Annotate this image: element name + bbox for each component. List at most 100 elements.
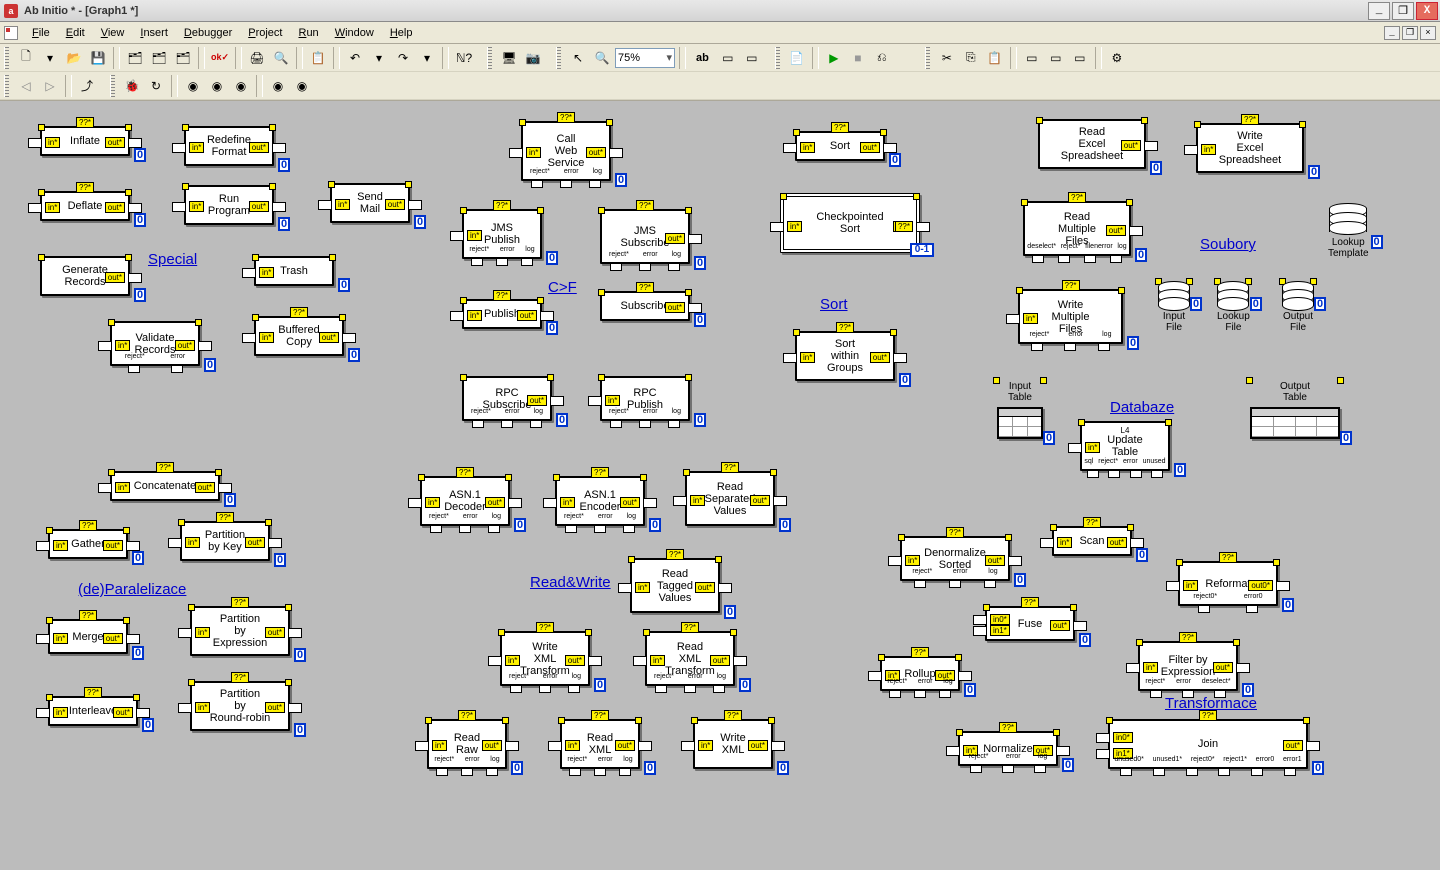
tb-icon-d[interactable]: ⚙: [1106, 47, 1128, 69]
component-subscribe[interactable]: ??*Subscribeout*0: [600, 291, 690, 321]
component-merge[interactable]: ??*Mergein*out*0: [48, 619, 128, 654]
tb-icon-1[interactable]: 🗂: [124, 47, 146, 69]
tb-icon-3[interactable]: 🗂: [172, 47, 194, 69]
open-button[interactable]: 📂: [63, 47, 85, 69]
ab-button[interactable]: ab: [690, 47, 715, 69]
component-rollup[interactable]: ??*Rollupin*out*reject*errorlog0: [880, 656, 960, 691]
component-denorm[interactable]: ??*Denormalize Sortedin*out*reject*error…: [900, 536, 1010, 581]
redo-dropdown[interactable]: ▾: [416, 47, 438, 69]
zoom-select[interactable]: 75%: [615, 48, 675, 68]
pointer-button[interactable]: ↖: [567, 47, 589, 69]
component-readtag[interactable]: ??*Read Tagged Valuesin*out*0: [630, 558, 720, 613]
menu-view[interactable]: View: [93, 25, 133, 41]
menu-project[interactable]: Project: [240, 25, 290, 41]
component-rpcpub[interactable]: RPC Publishin*reject*errorlog0: [600, 376, 690, 421]
group-readwrite[interactable]: Read&Write: [530, 574, 611, 591]
tb-icon-mode2[interactable]: ▭: [741, 47, 763, 69]
toolbar-grip[interactable]: [556, 47, 561, 69]
layout-button[interactable]: ⎌: [871, 47, 893, 69]
save-button[interactable]: 💾: [87, 47, 109, 69]
group-deparalelizace[interactable]: (de)Paralelizace: [78, 581, 186, 598]
group-sort[interactable]: Sort: [820, 296, 848, 313]
menu-file[interactable]: File: [24, 25, 58, 41]
tb-icon-b[interactable]: ▭: [1045, 47, 1067, 69]
component-gather[interactable]: ??*Gatherin*out*0: [48, 529, 128, 559]
stop-button[interactable]: ■: [847, 47, 869, 69]
toolbar-grip[interactable]: [4, 47, 9, 69]
paste-button[interactable]: 📋: [984, 47, 1006, 69]
component-buffered[interactable]: ??*Buffered Copyin*out*0: [254, 316, 344, 356]
group-soubory[interactable]: Soubory: [1200, 236, 1256, 253]
component-chksort[interactable]: Checkpointed Sortin*out*??*0-1: [780, 193, 920, 253]
run-button[interactable]: ▶: [823, 47, 845, 69]
toolbar-grip[interactable]: [487, 47, 492, 69]
output-file[interactable]: Output File 0: [1282, 281, 1314, 333]
component-concat[interactable]: ??*Concatenatein*out*0: [110, 471, 220, 501]
component-writemulti[interactable]: ??*Write Multiple Filesin*reject*errorlo…: [1018, 289, 1123, 344]
output-table[interactable]: Output Table 0: [1250, 381, 1340, 441]
component-pbe[interactable]: ??*Partition by Expressionin*out*0: [190, 606, 290, 656]
component-readsep[interactable]: ??*Read Separated Valuesin*out*0: [685, 471, 775, 526]
debug-btn-5[interactable]: ◉: [230, 75, 252, 97]
undo-button[interactable]: ↶: [344, 47, 366, 69]
component-interleave[interactable]: ??*Interleavein*out*0: [48, 696, 138, 726]
component-scan[interactable]: ??*Scanin*out*0: [1052, 526, 1132, 556]
debug-btn-3[interactable]: ◉: [182, 75, 204, 97]
component-jmssub[interactable]: ??*JMS Subscribeout*reject*errorlog0: [600, 209, 690, 264]
component-callweb[interactable]: ??*Call Web Servicein*out*reject*errorlo…: [521, 121, 611, 181]
toolbar-grip[interactable]: [110, 75, 115, 97]
component-readmulti[interactable]: ??*Read Multiple Filesout*deselect*rejec…: [1023, 201, 1131, 256]
component-reformat[interactable]: ??*Reformatin*out0*reject0*error00: [1178, 561, 1278, 606]
component-normalize[interactable]: ??*Normalizein*out*reject*errorlog0: [958, 731, 1058, 766]
maximize-button[interactable]: ❐: [1392, 2, 1414, 20]
tb-icon-view1[interactable]: 🖥: [498, 47, 520, 69]
component-c-updatetable[interactable]: L4Update Tablein*sqlreject*errorunused0: [1080, 421, 1170, 471]
help-context-button[interactable]: ℕ?: [453, 47, 475, 69]
properties-button[interactable]: 📋: [307, 47, 329, 69]
component-readraw[interactable]: ??*Read Rawin*out*reject*errorlog0: [427, 719, 507, 769]
component-rpcsub[interactable]: RPC Subscribeout*reject*errorlog0: [462, 376, 552, 421]
toolbar-grip[interactable]: [775, 47, 780, 69]
debug-btn-2[interactable]: ↻: [145, 75, 167, 97]
menu-insert[interactable]: Insert: [132, 25, 176, 41]
canvas[interactable]: Special C>F Sort Soubory (de)Paralelizac…: [0, 101, 1440, 870]
menu-debugger[interactable]: Debugger: [176, 25, 240, 41]
tb-icon-2[interactable]: 🗂: [148, 47, 170, 69]
menu-run[interactable]: Run: [290, 25, 326, 41]
component-deflate[interactable]: ??*Deflatein*out*0: [40, 191, 130, 221]
redo-button[interactable]: ↷: [392, 47, 414, 69]
tb-icon-view2[interactable]: 📷: [522, 47, 544, 69]
toolbar-grip[interactable]: [925, 47, 930, 69]
tb-icon-a[interactable]: ▭: [1021, 47, 1043, 69]
debug-btn-6[interactable]: ◉: [267, 75, 289, 97]
component-validate[interactable]: Validate Recordsin*out*reject*error0: [110, 321, 200, 366]
nav-forward-button[interactable]: ▷: [39, 75, 61, 97]
nav-up-button[interactable]: ⤴: [76, 75, 98, 97]
copy-button[interactable]: ⎘: [960, 47, 982, 69]
minimize-button[interactable]: _: [1368, 2, 1390, 20]
component-inflate[interactable]: ??*Inflatein*out*0: [40, 126, 130, 156]
component-generate[interactable]: Generate Recordsout*0: [40, 256, 130, 296]
toolbar-grip[interactable]: [4, 75, 9, 97]
debug-btn-7[interactable]: ◉: [291, 75, 313, 97]
close-button[interactable]: X: [1416, 2, 1438, 20]
component-sort[interactable]: ??*Sortin*out*0: [795, 131, 885, 161]
component-sendmail[interactable]: Send Mailin*out*0: [330, 183, 410, 223]
component-readxml[interactable]: ??*Read XMLin*out*reject*errorlog0: [560, 719, 640, 769]
menu-edit[interactable]: Edit: [58, 25, 93, 41]
tb-icon-mode1[interactable]: ▭: [717, 47, 739, 69]
tb-icon-doc[interactable]: 📄: [786, 47, 808, 69]
debug-btn-4[interactable]: ◉: [206, 75, 228, 97]
cut-button[interactable]: ✂: [936, 47, 958, 69]
component-join[interactable]: ??*Joinin0*in1*out*unused0*unused1*rejec…: [1108, 719, 1308, 769]
group-databaze[interactable]: Databaze: [1110, 399, 1174, 416]
menu-window[interactable]: Window: [327, 25, 382, 41]
print-button[interactable]: 🖨: [246, 47, 268, 69]
mdi-close-button[interactable]: ×: [1420, 26, 1436, 40]
component-readxmlt[interactable]: ??*Read XML Transformin*out*reject*error…: [645, 631, 735, 686]
lookup-template[interactable]: Lookup Template 0: [1328, 203, 1369, 259]
nav-back-button[interactable]: ◁: [15, 75, 37, 97]
component-jmspub[interactable]: ??*JMS Publishin*reject*errorlog0: [462, 209, 542, 259]
component-pbrr[interactable]: ??*Partition by Round-robinin*out*0: [190, 681, 290, 731]
component-writeexcel[interactable]: ??*Write Excel Spreadsheetin*0: [1196, 123, 1304, 173]
